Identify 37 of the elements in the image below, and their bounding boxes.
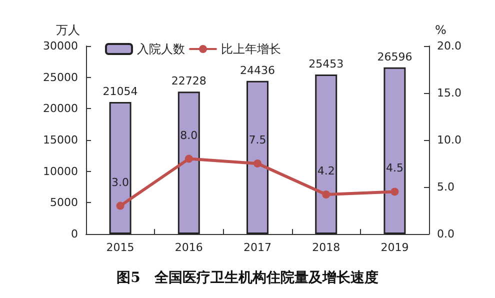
y-tick-label: 30000	[43, 40, 78, 52]
y-tick-label: 15000	[43, 134, 78, 146]
y2-tick-label: 0.0	[437, 228, 454, 240]
data-label: 26596	[377, 50, 412, 64]
data-label: 4.5	[386, 162, 404, 175]
data-label: 7.5	[248, 134, 266, 146]
y-tick-label: 10000	[43, 164, 78, 178]
text: 图5 全国医疗卫生机构住院量及增长速度	[116, 269, 378, 286]
y-tick-label: 0	[71, 228, 78, 240]
y2-tick-label: 5.0	[437, 180, 454, 194]
x-tick-label: 2017	[244, 241, 272, 254]
data-label: 25453	[308, 57, 344, 70]
point	[322, 190, 330, 199]
data-label: 3.0	[112, 176, 130, 189]
x-tick-label: 2018	[312, 241, 340, 254]
y2-tick-label: 20.0	[437, 40, 462, 52]
y-axis-title: 万人	[56, 23, 80, 37]
y2-tick-label: 15.0	[437, 86, 462, 100]
y-tick-label: 25000	[43, 70, 78, 84]
data-label: 22728	[171, 74, 206, 88]
point	[390, 188, 399, 196]
y2-axis-title: %	[435, 23, 446, 37]
data-label: 8.0	[180, 128, 198, 142]
legend-label: 比上年增长	[221, 42, 281, 56]
y-tick-label: 5000	[50, 196, 78, 210]
point	[184, 154, 193, 163]
data-label: 21054	[102, 85, 138, 98]
x-tick-label: 2019	[380, 241, 409, 254]
data-label: 24436	[240, 64, 275, 77]
y-tick-label: 20000	[43, 102, 78, 116]
data-label: 4.2	[317, 164, 335, 178]
y2-tick-label: 10.0	[437, 134, 462, 146]
x-tick-label: 2016	[174, 241, 203, 254]
point	[254, 160, 262, 168]
point	[116, 202, 124, 210]
x-tick-label: 2015	[106, 241, 134, 254]
legend-label: 入院人数	[137, 42, 185, 56]
